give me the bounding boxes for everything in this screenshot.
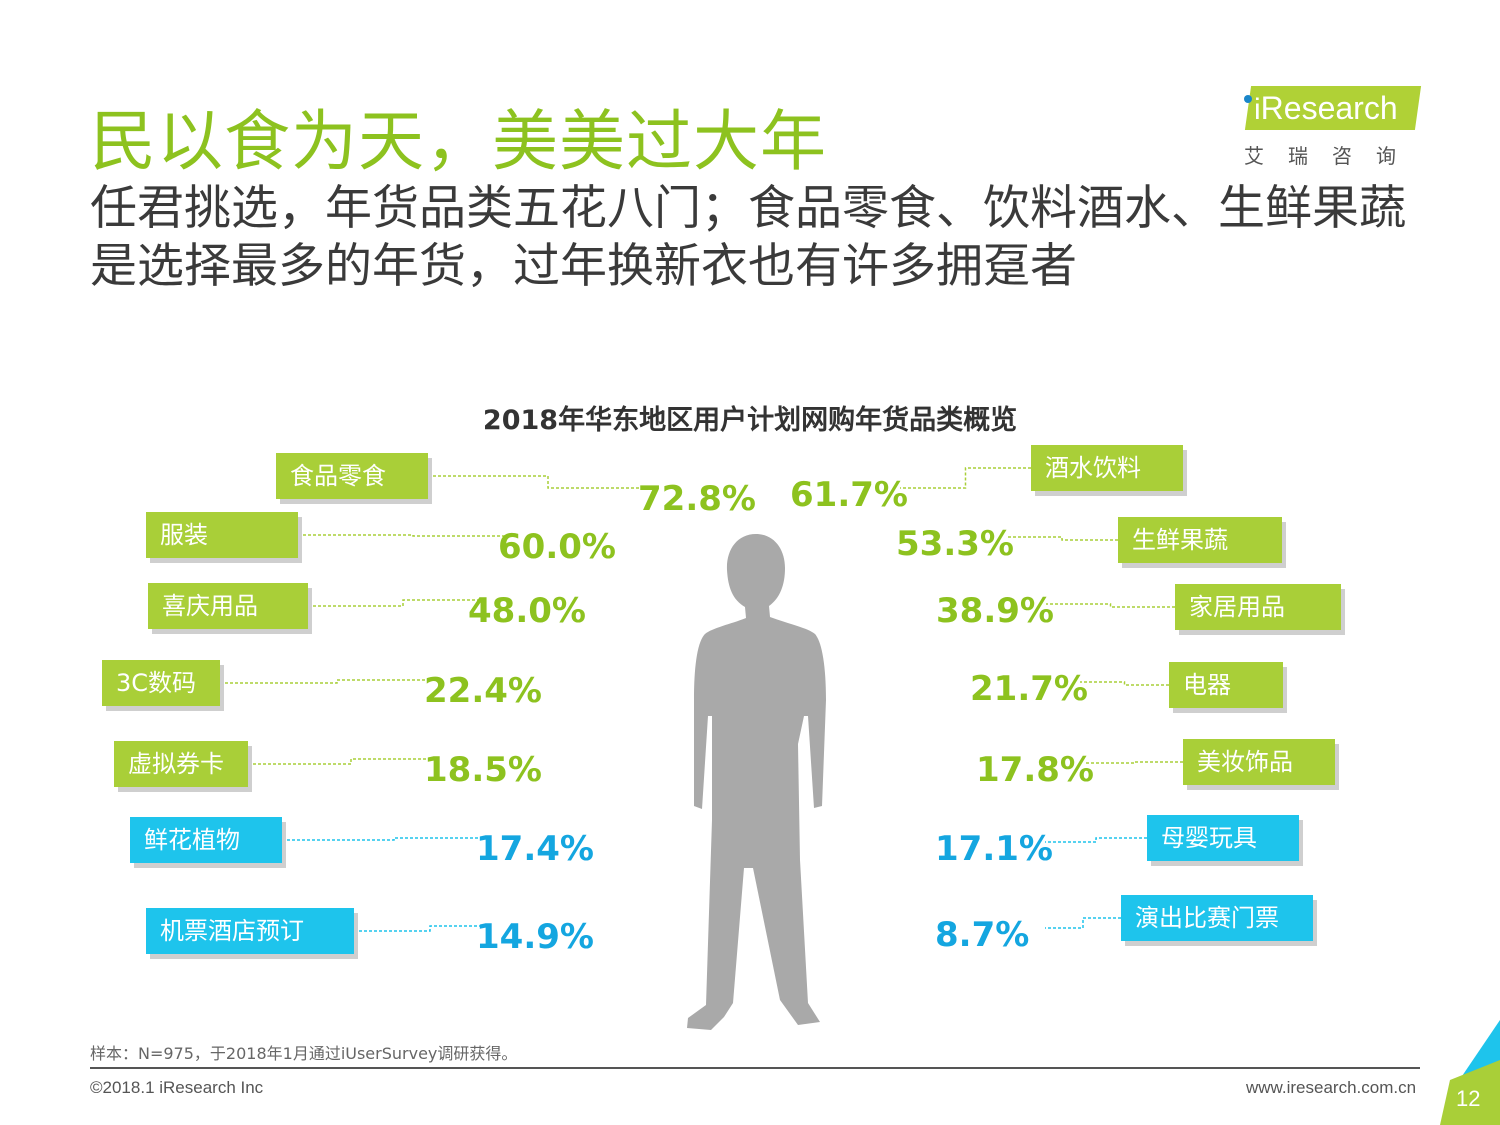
- page-number: 12: [1456, 1086, 1481, 1111]
- category-label: 演出比赛门票: [1135, 904, 1279, 932]
- connector-line: [1086, 761, 1183, 764]
- iresearch-logo: iResearch 艾瑞咨询: [1238, 80, 1428, 170]
- connector-line: [1045, 917, 1121, 929]
- value-label: 18.5%: [424, 750, 542, 790]
- value-label: 21.7%: [970, 669, 1088, 709]
- footer-divider: [90, 1067, 1420, 1069]
- corner-decoration: [1440, 1020, 1500, 1125]
- connector-line: [1006, 536, 1118, 541]
- category-box: [1183, 739, 1335, 785]
- connector-line: [900, 467, 1031, 489]
- category-label: 虚拟券卡: [128, 750, 224, 778]
- category-box: [146, 512, 298, 558]
- value-label: 8.7%: [935, 915, 1029, 955]
- connector-line: [1080, 681, 1169, 686]
- category-box: [1118, 517, 1282, 563]
- copyright-text: ©2018.1 iResearch Inc: [90, 1078, 264, 1097]
- category-label: 3C数码: [116, 669, 196, 697]
- value-label: 22.4%: [424, 671, 542, 711]
- connector-line: [248, 758, 434, 765]
- category-box: [1031, 445, 1183, 491]
- category-box: [1175, 584, 1341, 630]
- category-box: [148, 583, 308, 629]
- category-label: 服装: [160, 521, 208, 549]
- category-box: [1147, 815, 1299, 861]
- value-label: 14.9%: [476, 917, 594, 957]
- category-box: [114, 741, 248, 787]
- category-label: 美妆饰品: [1197, 748, 1293, 776]
- category-label: 食品零食: [290, 462, 386, 490]
- value-label: 53.3%: [896, 524, 1014, 564]
- value-label: 17.1%: [935, 829, 1053, 869]
- person-silhouette: [687, 534, 826, 1030]
- category-label: 生鲜果蔬: [1132, 526, 1228, 554]
- connector-line: [282, 837, 486, 841]
- category-label: 酒水饮料: [1045, 454, 1141, 482]
- category-box: [1121, 895, 1313, 941]
- value-label: 72.8%: [638, 479, 756, 519]
- value-label: 60.0%: [498, 527, 616, 567]
- connector-line: [354, 925, 486, 932]
- connector-line: [298, 534, 508, 537]
- category-box: [130, 817, 282, 863]
- category-box: [1169, 662, 1283, 708]
- website-text: www.iresearch.com.cn: [1246, 1078, 1417, 1097]
- page-subtitle: 任君挑选，年货品类五花八门；食品零食、饮料酒水、生鲜果蔬是选择最多的年货，过年换…: [90, 181, 1406, 294]
- sample-note: 样本：N=975，于2018年1月通过iUserSurvey调研获得。: [90, 1044, 518, 1063]
- connector-line: [308, 599, 478, 607]
- category-box: [276, 453, 428, 499]
- category-label: 机票酒店预订: [160, 917, 304, 945]
- logo-brand-text: iResearch: [1254, 90, 1398, 126]
- connector-line: [428, 475, 648, 489]
- category-label: 家居用品: [1189, 593, 1285, 621]
- connector-line: [1046, 603, 1175, 608]
- chart-title: 2018年华东地区用户计划网购年货品类概览: [482, 405, 1018, 436]
- page-title: 民以食为天，美美过大年: [90, 103, 827, 180]
- connector-line: [1045, 837, 1147, 843]
- value-label: 48.0%: [468, 591, 586, 631]
- category-label: 鲜花植物: [144, 826, 240, 854]
- category-label: 电器: [1183, 671, 1231, 699]
- category-box: [146, 908, 354, 954]
- category-box: [102, 660, 220, 706]
- value-label: 61.7%: [790, 475, 908, 515]
- category-label: 母婴玩具: [1161, 824, 1257, 852]
- connector-line: [220, 679, 434, 684]
- logo-cn-text: 艾瑞咨询: [1244, 144, 1420, 168]
- logo-dot-icon: [1244, 95, 1252, 103]
- category-label: 喜庆用品: [162, 592, 258, 620]
- value-label: 17.4%: [476, 829, 594, 869]
- value-label: 38.9%: [936, 591, 1054, 631]
- value-label: 17.8%: [976, 750, 1094, 790]
